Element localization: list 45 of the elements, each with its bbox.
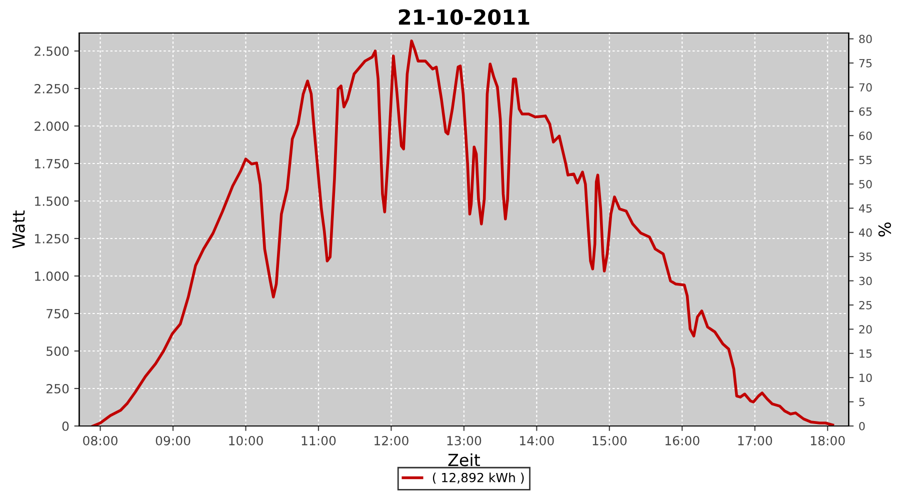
- y2-tick-label: 50: [859, 180, 872, 188]
- y2-tick-label: 15: [860, 350, 872, 358]
- y2-tick-label: 25: [859, 300, 872, 310]
- x-tick-label: 10:00: [229, 436, 263, 446]
- y2-tick-label: 5: [859, 398, 865, 406]
- y-tick-label: 2.250: [34, 84, 69, 94]
- legend-label: ( 12,892 kWh ): [432, 472, 524, 484]
- x-tick-label: 14:00: [520, 436, 554, 446]
- y-tick-label: 1.250: [35, 234, 69, 244]
- y2-tick-label: 30: [859, 276, 872, 286]
- y2-tick-label: 20: [859, 325, 872, 334]
- y2-tick-label: 55: [859, 156, 872, 164]
- x-tick-label: 12:00: [374, 436, 408, 446]
- y2-axis-title: %: [878, 222, 892, 236]
- y-tick-label: 750: [46, 308, 69, 318]
- x-tick-label: 09:00: [156, 436, 190, 446]
- y2-tick-label: 0: [859, 422, 865, 430]
- y-axis-title: Watt: [12, 210, 25, 248]
- y2-tick-label: 60: [859, 132, 872, 140]
- y2-tick-label: 80: [859, 34, 872, 44]
- y2-tick-label: 75: [859, 59, 872, 68]
- y2-tick-label: 45: [858, 204, 872, 213]
- y2-tick-label: 65: [859, 107, 872, 116]
- x-tick-label: 17:00: [738, 436, 772, 446]
- x-tick-label: 08:00: [83, 436, 118, 446]
- y2-tick-label: 35: [859, 252, 872, 261]
- y-tick-label: 2.000: [34, 121, 69, 131]
- y-tick-label: 1.500: [35, 196, 69, 206]
- y-tick-label: 1.000: [35, 271, 69, 281]
- y2-tick-label: 70: [859, 83, 872, 92]
- x-tick-label: 15:00: [592, 436, 627, 446]
- y-tick-label: 1.750: [35, 158, 69, 168]
- x-axis-title: Zeit: [448, 453, 480, 466]
- y-tick-label: 250: [46, 384, 69, 394]
- x-tick-label: 13:00: [447, 436, 482, 446]
- y-tick-label: 500: [46, 346, 69, 356]
- x-tick-label: 16:00: [666, 436, 700, 446]
- y-tick-label: 0: [62, 421, 69, 431]
- y2-tick-label: 40: [858, 228, 872, 237]
- chart-title: 21-10-2011: [398, 9, 530, 25]
- x-tick-label: 18:00: [810, 436, 845, 446]
- y2-tick-label: 10: [860, 374, 872, 382]
- y-tick-label: 2.500: [34, 46, 69, 56]
- x-tick-label: 11:00: [302, 436, 336, 446]
- line-series: [92, 40, 834, 426]
